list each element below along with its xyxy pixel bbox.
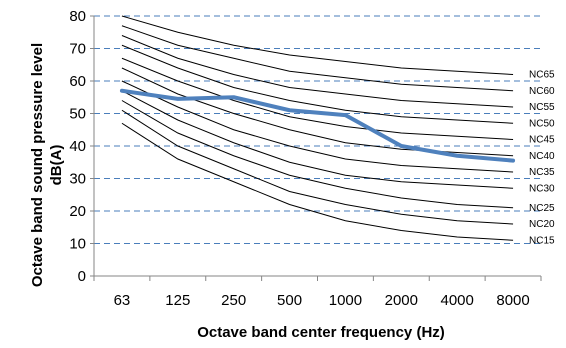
y-tick-label: 40 bbox=[69, 138, 86, 155]
y-tick-labels: 0 10 20 30 40 50 60 70 80 bbox=[69, 8, 86, 285]
x-axis-title: Octave band center frequency (Hz) bbox=[197, 324, 445, 341]
nc-curve-line bbox=[121, 15, 514, 75]
nc-curve-line bbox=[121, 57, 514, 140]
gridlines bbox=[94, 15, 541, 244]
y-tick-label: 70 bbox=[69, 41, 86, 58]
x-tick-label: 250 bbox=[221, 292, 246, 309]
y-tick-label: 0 bbox=[78, 268, 86, 285]
measured-series bbox=[119, 88, 516, 163]
nc-curve-line bbox=[121, 122, 514, 241]
nc-curve-label: NC40 bbox=[529, 151, 555, 162]
nc-reference-curves bbox=[121, 15, 514, 241]
x-tick-label: 8000 bbox=[496, 292, 529, 309]
nc-curve-label: NC50 bbox=[529, 118, 555, 129]
nc-curve-labels: NC15 NC20 NC25 NC30 NC35 NC40 NC45 NC50 NC55 NC60… bbox=[529, 70, 555, 247]
nc-curve-label: NC25 bbox=[529, 203, 555, 214]
y-tick-label: 80 bbox=[69, 8, 86, 25]
nc-curve-label: NC30 bbox=[529, 183, 555, 194]
nc-curve-line bbox=[121, 109, 514, 225]
axes bbox=[90, 15, 542, 281]
x-tick-label: 63 bbox=[114, 292, 131, 309]
nc-curve-line bbox=[121, 35, 514, 108]
nc-curve-label: NC35 bbox=[529, 167, 555, 178]
x-tick-label: 500 bbox=[277, 292, 302, 309]
x-tick-label: 1000 bbox=[329, 292, 362, 309]
nc-curve-label: NC15 bbox=[529, 235, 555, 246]
y-tick-label: 60 bbox=[69, 73, 86, 90]
nc-curve-label: NC55 bbox=[529, 102, 555, 113]
nc-curve-label: NC20 bbox=[529, 219, 555, 230]
x-tick-label: 2000 bbox=[385, 292, 418, 309]
nc-curve-line bbox=[121, 25, 514, 92]
y-tick-label: 10 bbox=[69, 236, 86, 253]
y-axis-title-line1: Octave band sound pressure level bbox=[29, 43, 46, 287]
y-axis-title-line2: dB(A) bbox=[48, 145, 65, 186]
nc-curve-label: NC65 bbox=[529, 70, 555, 81]
nc-curve-line bbox=[121, 90, 514, 189]
nc-curve-label: NC60 bbox=[529, 86, 555, 97]
nc-curve-line bbox=[121, 100, 514, 209]
x-tick-label: 125 bbox=[165, 292, 190, 309]
x-tick-labels: 63 125 250 500 1000 2000 4000 8000 bbox=[114, 292, 530, 309]
y-tick-label: 50 bbox=[69, 106, 86, 123]
nc-curve-line bbox=[121, 44, 514, 124]
measured-series-line bbox=[119, 88, 516, 163]
nc-curve-line bbox=[121, 80, 514, 173]
y-axis-title: Octave band sound pressure level dB(A) bbox=[29, 43, 65, 287]
y-tick-label: 20 bbox=[69, 203, 86, 220]
y-tick-label: 30 bbox=[69, 171, 86, 188]
nc-curve-label: NC45 bbox=[529, 135, 555, 146]
x-tick-label: 4000 bbox=[441, 292, 474, 309]
